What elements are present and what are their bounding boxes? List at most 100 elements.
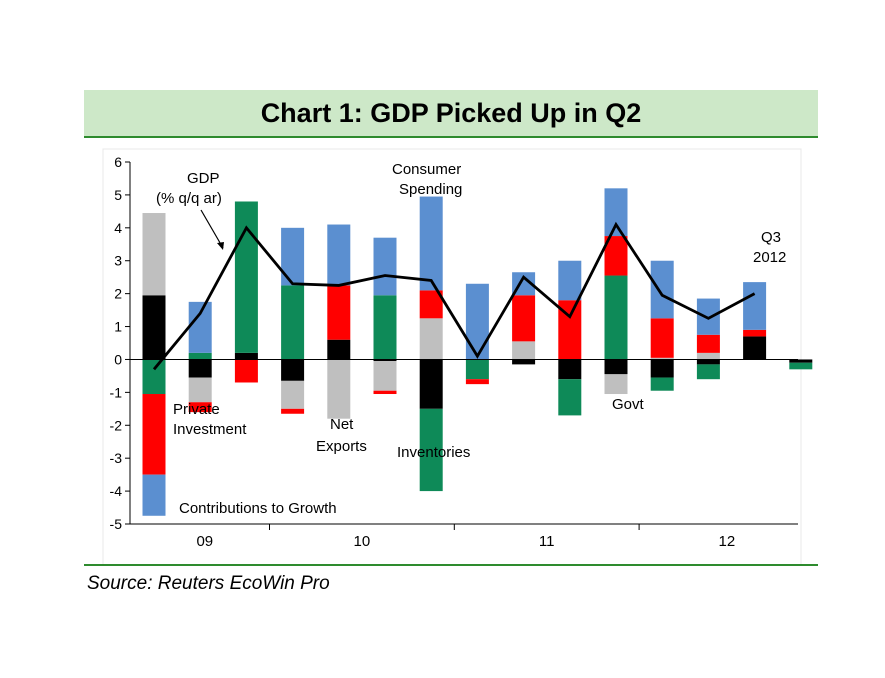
bar-segment-inventories <box>281 285 305 360</box>
bar-segment-net-exports <box>419 318 443 360</box>
bar-segment-inventories <box>696 364 720 380</box>
gdp-line-group <box>152 221 756 371</box>
bar-segment-govt <box>789 359 813 363</box>
y-tick-label: 3 <box>114 253 122 269</box>
stacked-bars <box>142 188 813 516</box>
bar-segment-govt <box>234 352 258 360</box>
bar-segment-private-investment <box>604 236 628 276</box>
bar-segment-inventories <box>789 362 813 370</box>
bar-segment-govt <box>512 359 536 365</box>
annotation-gdp-line2: (% q/q ar) <box>156 190 222 207</box>
y-tick-label: 4 <box>114 220 122 236</box>
annotation-gdp-arrow <box>200 209 224 249</box>
annotation-gdp: GDP (% q/q ar) <box>156 170 224 250</box>
annotation-consumer-line2: Spending <box>399 181 462 198</box>
bar-segment-private-investment <box>327 285 351 340</box>
source-note: Source: Reuters EcoWin Pro <box>87 573 330 594</box>
annotation-netexports-line2: Exports <box>316 438 367 455</box>
bar-segment-consumer-spending <box>465 283 489 360</box>
bar-segment-consumer-spending <box>327 224 351 286</box>
x-tick-label: 09 <box>196 533 213 550</box>
bar-segment-inventories <box>373 295 397 360</box>
y-tick-label: 0 <box>114 351 122 367</box>
bar-segment-private-investment <box>188 402 212 413</box>
annotation-private-line2: Investment <box>173 421 247 438</box>
x-tick-label: 10 <box>354 533 371 550</box>
bar-segment-govt <box>419 359 443 409</box>
chart-title-bar: Chart 1: GDP Picked Up in Q2 <box>84 90 818 138</box>
y-tick-label: 6 <box>114 154 122 170</box>
y-tick-label: 1 <box>114 319 122 335</box>
bar-segment-consumer-spending <box>188 301 212 353</box>
chart-title: Chart 1: GDP Picked Up in Q2 <box>260 97 642 128</box>
bar-segment-inventories <box>234 201 258 353</box>
bar-segment-inventories <box>558 379 582 416</box>
plot-frame <box>102 148 802 566</box>
bar-segment-private-investment <box>142 394 166 475</box>
bar-segment-private-investment <box>419 290 443 319</box>
annotation-gdp-line1: GDP <box>187 170 220 187</box>
bar-segment-consumer-spending <box>281 227 305 286</box>
annotation-govt: Govt <box>612 396 645 413</box>
bar-segment-net-exports <box>142 213 166 296</box>
y-tick-label: -1 <box>110 384 123 400</box>
bar-segment-govt <box>604 359 628 375</box>
annotation-inventories: Inventories <box>397 444 470 461</box>
annotation-gdp-arrowhead <box>217 242 224 250</box>
bar-segment-net-exports <box>281 380 305 409</box>
annotation-private-line1: Private <box>173 401 220 418</box>
annotation-netexports-line1: Net <box>330 416 354 433</box>
annotation-contributions: Contributions to Growth <box>179 500 337 517</box>
bar-segment-govt <box>558 359 582 380</box>
bar-segment-inventories <box>419 408 443 492</box>
bar-segment-consumer-spending <box>696 298 720 335</box>
y-tick-label: 5 <box>114 187 122 203</box>
y-tick-label: -2 <box>110 417 123 433</box>
bar-segment-consumer-spending <box>558 260 582 301</box>
gdp-line <box>152 221 756 371</box>
bar-segment-private-investment <box>512 295 536 342</box>
bar-segment-govt <box>650 359 674 378</box>
bar-segment-govt <box>373 359 397 362</box>
bar-segment-inventories <box>188 352 212 360</box>
annotation-q3-line1: Q3 <box>761 229 781 246</box>
bar-segment-net-exports <box>696 352 720 360</box>
bottom-rule <box>84 564 818 566</box>
bar-segment-net-exports <box>512 341 536 360</box>
bar-segment-private-investment <box>743 329 767 337</box>
bar-segment-govt <box>743 336 767 360</box>
y-axis-ticks: 6 5 4 3 2 1 0 -1 -2 -3 -4 -5 <box>110 154 130 532</box>
bar-segment-net-exports <box>327 359 351 419</box>
bar-segment-private-investment <box>234 359 258 383</box>
bar-segment-private-investment <box>465 379 489 385</box>
bar-segment-net-exports <box>188 377 212 403</box>
chart-area: 6 5 4 3 2 1 0 -1 -2 -3 -4 -5 09 10 11 12 GDP (% q/q ar… <box>84 138 818 566</box>
bar-segment-inventories <box>465 359 489 380</box>
bar-segment-govt <box>142 295 166 360</box>
bar-segment-private-investment <box>281 408 305 414</box>
y-tick-label: -4 <box>110 483 123 499</box>
bar-segment-consumer-spending <box>743 282 767 330</box>
y-tick-label: -3 <box>110 450 123 466</box>
bar-segment-inventories <box>604 275 628 360</box>
bar-segment-net-exports <box>650 357 674 360</box>
bar-segment-consumer-spending <box>604 188 628 237</box>
bar-segment-private-investment <box>696 334 720 353</box>
bar-segment-consumer-spending <box>419 196 443 291</box>
bar-segment-consumer-spending <box>650 260 674 319</box>
bar-segment-inventories <box>142 359 166 395</box>
bar-segment-private-investment <box>373 390 397 395</box>
x-tick-label: 11 <box>539 533 555 550</box>
bar-segment-net-exports <box>604 374 628 395</box>
bar-segment-consumer-spending <box>373 237 397 296</box>
bar-segment-net-exports <box>373 361 397 391</box>
y-tick-label: -5 <box>110 516 123 532</box>
bar-segment-inventories <box>650 377 674 391</box>
annotation-q3-line2: 2012 <box>753 249 786 266</box>
x-axis-ticks: 09 10 11 12 <box>196 524 735 550</box>
x-tick-label: 12 <box>719 533 736 550</box>
bar-segment-govt <box>188 359 212 378</box>
bar-segment-govt <box>327 339 351 360</box>
bar-segment-private-investment <box>558 300 582 360</box>
